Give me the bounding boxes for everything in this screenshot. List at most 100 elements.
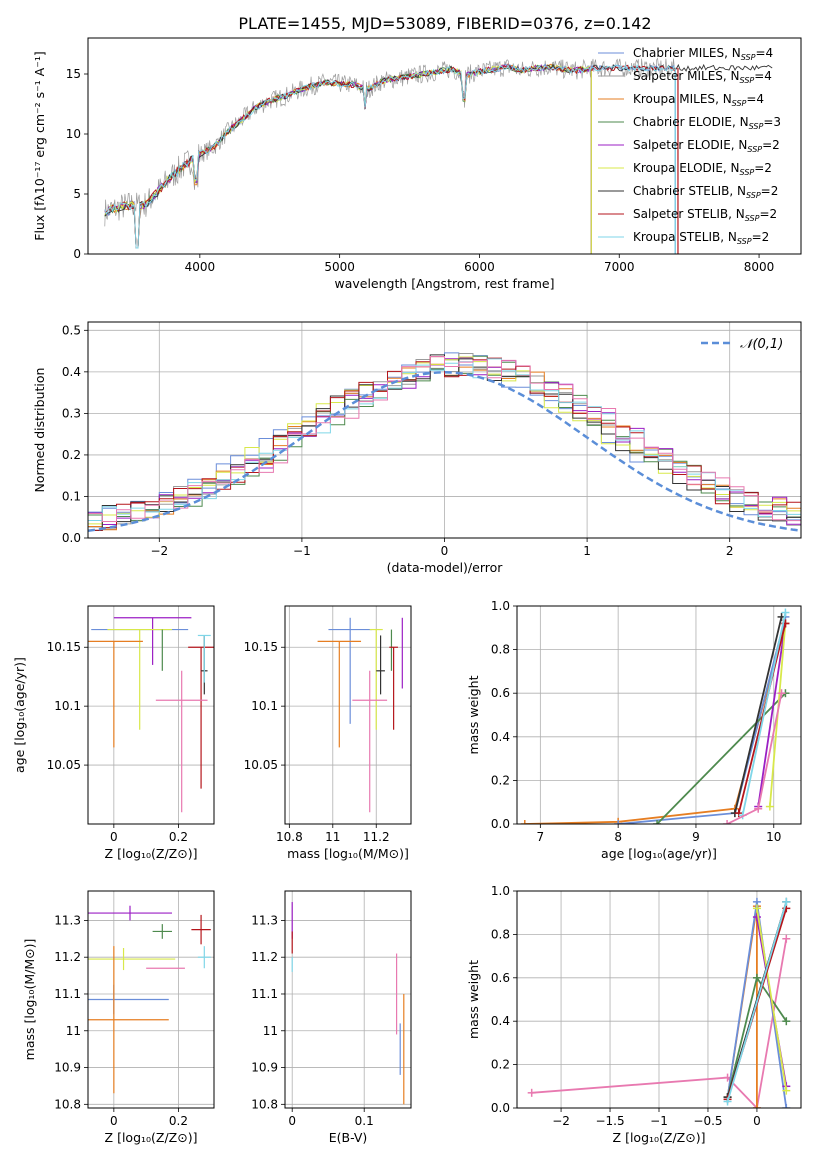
spectrum-line [104,63,675,249]
y-tick-label: 5 [73,187,81,201]
legend-subscript: SSP [745,214,760,223]
legend-name: Kroupa ELODIE [633,161,723,175]
age-vs-mass-panel: 10.8 11 11.2 10.05 10.1 10.15 mass [log₁₀(M/M⊙… [244,605,412,861]
weight-line [531,938,788,1108]
y-axis-label: Flux [fλ10⁻¹⁷ erg cm⁻² s⁻¹ A⁻¹] [32,51,47,240]
legend-entry: Kroupa STELIB, NSSP=2 [633,230,769,246]
plot-frame [516,605,802,825]
plot-frame [87,321,802,539]
plot-frame [516,890,802,1109]
x-tick-label: 4000 [185,260,216,274]
legend-entry: Kroupa ELODIE, NSSP=2 [633,161,772,177]
legend-subscript: SSP [741,53,756,62]
y-tick-label: 10.15 [47,640,81,654]
y-tick-label: 10.1 [251,699,278,713]
legend-name: Chabrier ELODIE [633,115,732,129]
y-tick-label: 11 [66,1024,81,1038]
y-tick-label: 10.05 [47,758,81,772]
legend-nssp: =4 [746,92,764,106]
legend-name: Salpeter MILES [633,69,723,83]
x-tick-label: 1 [583,544,591,558]
legend-entry: Salpeter STELIB, NSSP=2 [633,207,777,223]
x-tick-label: 9 [692,830,700,844]
legend-subscript: SSP [737,237,752,246]
figure-title: PLATE=1455, MJD=53089, FIBERID=0376, z=0… [238,14,651,33]
x-tick-label: 10.8 [276,830,303,844]
legend-name: Chabrier STELIB [633,184,729,198]
y-tick-label: 0.3 [62,406,81,420]
legend-nssp: =4 [754,69,772,83]
y-axis-label: mass weight [466,675,481,754]
x-tick-label: −2 [150,544,168,558]
y-tick-label: 1.0 [491,599,510,613]
plot-frame [284,890,412,1109]
x-tick-label: 7 [537,830,545,844]
y-tick-label: 11.1 [251,987,278,1001]
legend-subscript: SSP [740,168,755,177]
y-tick-label: 10 [66,127,81,141]
y-tick-label: 11.3 [251,913,278,927]
x-axis-label: Z [log₁₀(Z/Z⊙)] [105,1130,198,1145]
x-tick-label: 0 [110,830,118,844]
y-tick-label: 11.1 [54,987,81,1001]
weight-line [726,901,788,1102]
legend-name: Salpeter STELIB [633,207,728,221]
legend-sep: , N [720,230,737,244]
spectrum-line [104,63,677,249]
legend-name: Salpeter ELODIE [633,138,731,152]
x-tick-label: 11.2 [363,830,390,844]
x-tick-label: 5000 [324,260,355,274]
plot-frame [284,605,412,825]
weight-lines [527,897,791,1108]
weight-line [737,623,787,814]
legend-name: Chabrier MILES [633,46,724,60]
legend-subscript: SSP [732,99,747,108]
x-tick-label: −1 [650,1114,668,1128]
error-bars [88,905,211,1094]
legend-nssp: =2 [761,184,779,198]
x-axis-label: (data-model)/error [387,560,504,575]
spectrum-line [104,64,591,249]
y-tick-label: 10.8 [54,1097,81,1111]
x-axis-label: age [log₁₀(age/yr)] [601,846,717,861]
x-tick-label: 8000 [744,260,775,274]
y-tick-label: 10.9 [54,1061,81,1075]
x-tick-label: 6000 [464,260,495,274]
spectrum-lines [104,57,773,254]
legend-nssp: =2 [752,230,770,244]
legend-nssp: =3 [763,115,781,129]
legend-entry: Kroupa MILES, NSSP=4 [633,92,764,108]
plot-frame [87,890,215,1109]
y-tick-label: 0.4 [62,365,81,379]
y-tick-label: 0.8 [491,927,510,941]
legend-sep: , N [723,161,740,175]
residuals-panel: −2 −1 0 1 2 0.0 0.1 0.2 0.3 0.4 0.5 (data-model)/er… [32,321,802,575]
legend-nssp: =2 [762,138,780,152]
x-tick-label: 2 [726,544,734,558]
y-tick-label: 0.6 [491,686,510,700]
y-tick-label: 0.2 [62,448,81,462]
x-tick-label: −0.5 [693,1114,722,1128]
y-tick-label: 11.2 [251,950,278,964]
y-axis-label: mass [log₁₀(M/M⊙)] [22,939,37,1061]
legend-subscript: SSP [749,122,764,131]
legend-sep: , N [724,46,741,60]
legend-entry: 𝒩(0,1) [740,337,783,352]
legend-nssp: =2 [759,207,777,221]
spectrum-line [104,64,591,249]
legend-sep: , N [715,92,732,106]
histograms [88,352,801,538]
legend-entry: Salpeter ELODIE, NSSP=2 [633,138,780,154]
x-axis-label: wavelength [Angstrom, rest frame] [334,276,554,291]
histogram-step [88,356,801,538]
y-tick-label: 0.2 [491,773,510,787]
x-tick-label: 7000 [604,260,635,274]
legend-sep: , N [729,184,746,198]
y-tick-label: 10.9 [251,1061,278,1075]
x-tick-label: 8 [614,830,622,844]
x-tick-label: 11 [325,830,340,844]
legend-subscript: SSP [746,191,761,200]
legend-sep: , N [732,115,749,129]
